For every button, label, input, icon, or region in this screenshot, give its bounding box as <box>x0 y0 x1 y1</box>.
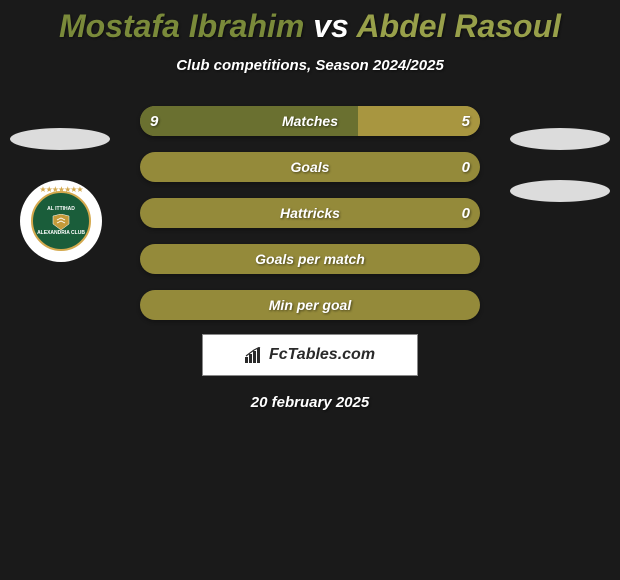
stat-label: Goals <box>291 159 330 175</box>
branding-box[interactable]: FcTables.com <box>202 334 418 376</box>
player1-photo-placeholder <box>10 128 110 150</box>
club-emblem: ★★★★★★★ AL ITTIHAD ALEXANDRIA CLUB <box>31 191 91 251</box>
branding-text: FcTables.com <box>269 346 375 364</box>
player2-photo-placeholder <box>510 128 610 150</box>
subtitle: Club competitions, Season 2024/2025 <box>0 57 620 74</box>
date-text: 20 february 2025 <box>0 394 620 411</box>
player2-name: Abdel Rasoul <box>357 8 561 44</box>
stat-row: Min per goal <box>140 290 480 320</box>
stat-value-left: 9 <box>150 113 158 130</box>
stat-label: Matches <box>282 113 338 129</box>
chart-icon <box>245 347 263 363</box>
player1-club-badge: ★★★★★★★ AL ITTIHAD ALEXANDRIA CLUB <box>20 180 102 262</box>
club-stars-icon: ★★★★★★★ <box>39 185 82 194</box>
player1-name: Mostafa Ibrahim <box>59 8 304 44</box>
club-subtitle: ALEXANDRIA CLUB <box>37 230 85 236</box>
club-shield-icon <box>51 214 71 230</box>
stat-label: Goals per match <box>255 251 365 267</box>
stat-value-right: 0 <box>462 159 470 176</box>
club-name: AL ITTIHAD <box>47 206 75 212</box>
stat-row: Hattricks 0 <box>140 198 480 228</box>
stat-row: 9 Matches 5 <box>140 106 480 136</box>
stat-value-right: 5 <box>462 113 470 130</box>
comparison-title: Mostafa Ibrahim vs Abdel Rasoul <box>0 0 620 45</box>
player2-club-placeholder <box>510 180 610 202</box>
stat-label: Hattricks <box>280 205 340 221</box>
stat-label: Min per goal <box>269 297 351 313</box>
stat-row: Goals 0 <box>140 152 480 182</box>
vs-text: vs <box>313 8 349 44</box>
stat-row: Goals per match <box>140 244 480 274</box>
stat-value-right: 0 <box>462 205 470 222</box>
